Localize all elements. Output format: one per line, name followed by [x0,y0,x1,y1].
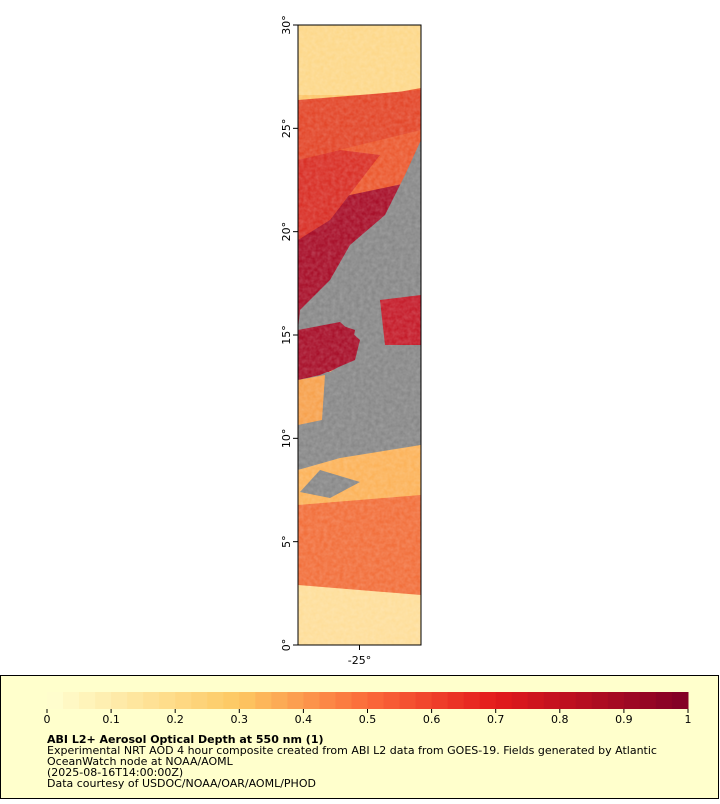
colorbar-tick-label: 0.6 [423,713,441,726]
colorbar-tick-label: 0.7 [487,713,505,726]
colorbar-swatch [639,692,657,709]
colorbar-swatch [191,692,208,709]
colorbar-swatch [399,692,417,709]
colorbar-swatch [95,692,112,709]
colorbar-swatch [463,692,481,709]
colorbar-swatch [303,692,320,709]
colorbar-tick-label: 0.3 [231,713,249,726]
lat-tick-label: 0° [280,639,293,652]
colorbar-swatch [575,692,593,709]
aod-raster [298,25,421,645]
colorbar-swatch [223,692,240,709]
colorbar-tick-label: 1 [685,713,692,726]
colorbar-swatch [607,692,625,709]
legend-line: Experimental NRT AOD 4 hour composite cr… [47,744,657,757]
colorbar-swatch [383,692,401,709]
colorbar-swatch [527,692,545,709]
colorbar-tick-label: 0 [44,713,51,726]
colorbar-tick-label: 0.8 [551,713,569,726]
colorbar-swatch [415,692,433,709]
colorbar-swatch [623,692,641,709]
lon-tick-label: -25° [348,654,371,667]
colorbar-swatch [495,692,513,709]
legend-line: (2025-08-16T14:00:00Z) [47,766,183,779]
colorbar-swatch [655,692,673,709]
colorbar-swatch [367,692,385,709]
lat-tick-label: 5° [280,535,293,548]
colorbar-swatch [175,692,192,709]
colorbar-swatch [591,692,609,709]
colorbar-swatch [207,692,224,709]
colorbar-swatch [127,692,144,709]
colorbar-swatch [271,692,288,709]
colorbar-tick-label: 0.1 [102,713,120,726]
colorbar-swatch [159,692,176,709]
colorbar-tick-label: 0.2 [166,713,184,726]
colorbar-swatch [111,692,128,709]
colorbar-swatch [479,692,497,709]
lat-tick-label: 30° [280,15,293,35]
colorbar-swatch [671,692,689,709]
colorbar-swatch [287,692,304,709]
legend-title: ABI L2+ Aerosol Optical Depth at 550 nm … [47,733,324,746]
colorbar-tick-label: 0.4 [295,713,313,726]
colorbar-swatch [319,692,336,709]
colorbar-swatch [431,692,449,709]
colorbar-swatch [511,692,529,709]
lat-tick-label: 10° [280,429,293,449]
lat-tick-label: 20° [280,222,293,242]
colorbar-swatch [335,692,352,709]
colorbar-tick-label: 0.5 [359,713,377,726]
colorbar-swatch [543,692,561,709]
colorbar-swatch [351,692,368,709]
colorbar-swatch [559,692,577,709]
colorbar-swatch [47,692,64,709]
colorbar-swatch [143,692,160,709]
colorbar-swatch [447,692,465,709]
lat-tick-label: 25° [280,119,293,139]
colorbar-swatch [63,692,80,709]
legend-line: Data courtesy of USDOC/NOAA/OAR/AOML/PHO… [47,777,316,790]
lat-tick-label: 15° [280,325,293,345]
colorbar-swatch [239,692,256,709]
colorbar-swatch [255,692,272,709]
colorbar-swatch [79,692,96,709]
colorbar-tick-label: 0.9 [615,713,633,726]
legend-line: OceanWatch node at NOAA/AOML [47,755,234,768]
